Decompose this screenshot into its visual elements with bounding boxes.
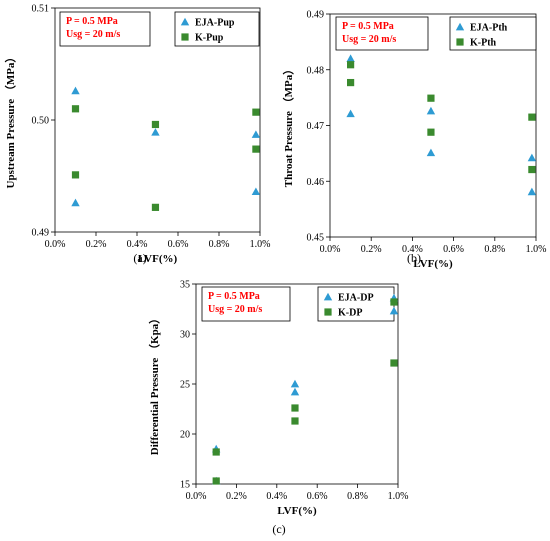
condition-text: Usg = 20 m/s [66,29,120,40]
data-point-k-pth [427,94,435,102]
y-tick-label: 0.51 [32,4,50,15]
data-point-k-pth [427,128,435,136]
condition-text: P = 0.5 MPa [208,291,260,302]
chart-c: 0.0% 0.2% 0.4% 0.6% 0.8% 1.0% 15 20 25 30 35 LVF(%)… [148,280,408,537]
x-tick-label: 0.8% [484,244,505,255]
condition-text: P = 0.5 MPa [342,21,394,32]
y-tick-label: 35 [180,280,190,291]
x-tick-label: 0.0% [45,239,66,250]
y-tick-label: 0.49 [32,228,50,239]
data-point-eja-pth [426,148,436,157]
y-tick-label: 15 [180,480,190,491]
data-point-eja-pth [346,109,355,118]
condition-box [335,16,429,51]
legend-marker [455,22,465,31]
x-tick-label: 1.0% [250,239,271,250]
data-point-eja-pup [251,187,261,196]
data-point-k-pth [347,78,355,87]
x-tick-label: 0.0% [320,244,341,255]
y-tick-label: 0.49 [307,10,325,21]
x-tick-label: 0.2% [86,239,107,250]
data-point-k-pth [347,61,355,69]
chart-caption: (a) [133,251,146,265]
legend-label: K-Pth [470,38,497,49]
x-tick-label: 0.4% [402,244,423,255]
x-tick-label: 0.8% [209,239,230,250]
data-point-k-pth [528,165,536,174]
data-point-k-dp [390,359,398,367]
y-tick-label: 0.50 [32,116,50,127]
x-tick-label: 0.6% [168,239,189,250]
data-point-eja-dp [389,306,399,315]
x-tick-label: 0.6% [307,491,328,502]
y-tick-label: 30 [180,330,190,341]
legend-label: EJA-Pth [470,23,508,34]
chart-a: 0.0% 0.2% 0.4% 0.6% 0.8% 1.0% 0.49 0.50 0.51 LVF(… [4,4,270,266]
data-point-k-pup [71,105,80,113]
x-tick-label: 0.4% [266,491,287,502]
y-axis-label: Upstream Pressure （MPa） [4,52,17,189]
legend-box [174,11,260,47]
data-point-eja-pup [71,86,80,95]
x-tick-label: 0.8% [347,491,368,502]
condition-box [59,11,151,47]
y-tick-label: 0.47 [307,121,325,132]
y-axis-label: Differential Pressure （Kpa） [148,313,161,455]
data-point-k-dp [291,417,299,425]
data-point-k-dp [390,298,398,306]
x-tick-label: 1.0% [388,491,409,502]
x-tick-label: 0.0% [186,491,207,502]
data-point-k-pup [151,203,160,211]
x-axis-label: LVF(%) [138,253,178,265]
x-tick-label: 0.2% [361,244,382,255]
condition-text: P = 0.5 MPa [66,16,118,27]
data-point-eja-pth [527,187,537,196]
data-point-k-dp [291,404,299,412]
legend-label: K-Pup [195,33,224,44]
chart-caption: (c) [272,522,285,536]
data-point-k-pth [528,113,536,121]
x-axis-label: LVF(%) [277,505,317,517]
x-tick-label: 0.4% [127,239,148,250]
legend-marker [324,308,332,316]
data-point-k-pup [151,120,160,129]
legend-marker [181,33,189,41]
y-axis-label: Throat Pressure （MPa） [282,64,295,187]
x-tick-label: 0.2% [226,491,247,502]
x-tick-label: 0.6% [443,244,464,255]
data-point-eja-pth [346,54,355,62]
data-point-k-pup [252,108,260,116]
data-point-k-pup [252,145,260,153]
data-point-k-pup [71,171,80,179]
data-point-eja-pup [251,130,261,138]
y-tick-label: 0.45 [307,233,325,244]
legend-label: K-DP [338,308,362,319]
data-point-eja-pth [426,106,436,115]
chart-caption: (b) [407,251,421,265]
y-tick-label: 20 [180,430,190,441]
y-tick-label: 0.46 [307,177,325,188]
data-point-eja-dp [290,387,300,396]
data-point-eja-dp [290,379,300,388]
x-tick-label: 1.0% [526,244,547,255]
legend-marker [456,38,464,46]
condition-box [201,286,291,322]
data-point-k-dp [212,477,220,485]
legend-marker [323,292,333,301]
legend-label: EJA-DP [338,293,374,304]
data-point-eja-pup [71,198,80,207]
x-axis-label: LVF(%) [413,258,453,270]
data-point-eja-pup [151,128,160,136]
chart-b: 0.0% 0.2% 0.4% 0.6% 0.8% 1.0% 0.45 0.46 0.47 0.48… [282,10,546,271]
legend-marker [180,17,190,26]
legend-label: EJA-Pup [195,18,235,29]
y-tick-label: 0.48 [307,65,325,76]
condition-text: Usg = 20 m/s [342,34,396,45]
y-tick-label: 25 [180,380,190,391]
data-point-k-dp [212,448,220,456]
legend-box [449,16,537,51]
data-point-eja-pth [527,153,537,162]
condition-text: Usg = 20 m/s [208,304,262,315]
